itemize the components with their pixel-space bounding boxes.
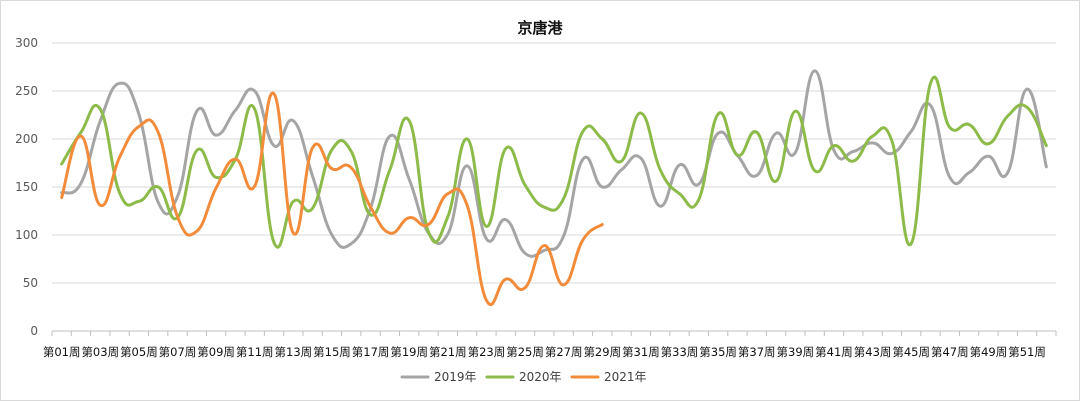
- x-axis: 第01周 第03周 第05周 第07周 第09周 第11周 第13周 第15周 第17周 第19周…: [43, 331, 1057, 359]
- y-tick-label: 200: [15, 132, 38, 146]
- y-tick-label: 250: [15, 84, 38, 98]
- x-tick-label: 第19周: [390, 345, 428, 359]
- y-axis: 0 50 100 150 200 250 300: [15, 36, 38, 338]
- gridlines: [52, 42, 1056, 332]
- chart-title: 京唐港: [517, 19, 563, 37]
- series-line-2021: [60, 91, 604, 306]
- x-tick-label: 第33周: [661, 345, 699, 359]
- x-tick-label: 第15周: [313, 345, 351, 359]
- y-tick-label: 0: [30, 324, 38, 338]
- x-tick-label: 第01周: [43, 345, 81, 359]
- x-tick-label: 第13周: [275, 345, 313, 359]
- x-tick-label: 第21周: [429, 345, 467, 359]
- x-tick-label: 第25周: [506, 345, 544, 359]
- x-tick-label: 第45周: [892, 345, 930, 359]
- x-tick-label: 第51周: [1008, 345, 1046, 359]
- series-lines: [60, 69, 1048, 306]
- legend-label-2020: 2020年: [519, 370, 562, 384]
- x-tick-label: 第11周: [236, 345, 274, 359]
- y-tick-label: 50: [23, 276, 38, 290]
- legend: 2019年 2020年 2021年: [400, 370, 647, 384]
- legend-label-2019: 2019年: [434, 370, 477, 384]
- x-tick-label: 第27周: [545, 345, 583, 359]
- x-tick-label: 第49周: [970, 345, 1008, 359]
- x-tick-label: 第39周: [777, 345, 815, 359]
- y-tick-label: 150: [15, 180, 38, 194]
- x-tick-label: 第31周: [622, 345, 660, 359]
- x-tick-label: 第03周: [81, 345, 119, 359]
- x-tick-label: 第35周: [699, 345, 737, 359]
- legend-label-2021: 2021年: [604, 370, 647, 384]
- y-tick-label: 100: [15, 228, 38, 242]
- x-tick-label: 第47周: [931, 345, 969, 359]
- x-tick-label: 第29周: [583, 345, 621, 359]
- x-tick-label: 第09周: [197, 345, 235, 359]
- y-tick-label: 300: [15, 36, 38, 50]
- x-tick-label: 第41周: [815, 345, 853, 359]
- series-line-2019: [60, 69, 1048, 258]
- series-line-2020: [60, 75, 1048, 249]
- x-tick-label: 第07周: [159, 345, 197, 359]
- x-tick-label: 第17周: [352, 345, 390, 359]
- x-tick-label: 第23周: [468, 345, 506, 359]
- x-tick-label: 第37周: [738, 345, 776, 359]
- x-tick-label: 第05周: [120, 345, 158, 359]
- x-tick-label: 第43周: [854, 345, 892, 359]
